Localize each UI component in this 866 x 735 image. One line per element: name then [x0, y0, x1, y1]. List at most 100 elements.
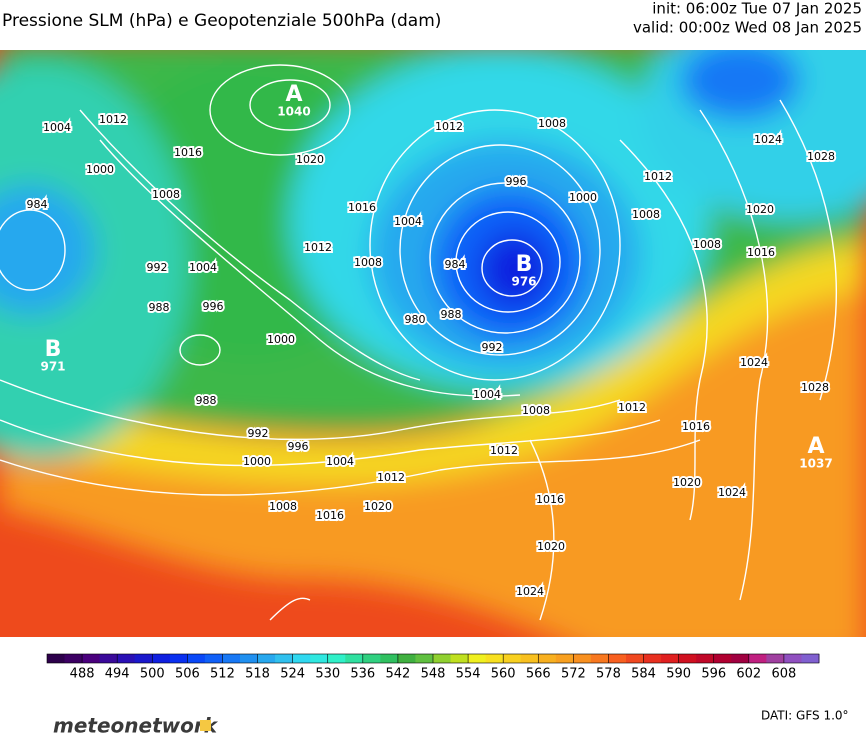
- isobar-label: 1012: [377, 471, 405, 484]
- isobar-label: 1004: [189, 261, 217, 274]
- isobar-label: 1020: [673, 476, 701, 489]
- colorbar-swatch: [275, 654, 294, 663]
- isobar-label: 988: [441, 308, 462, 321]
- colorbar-swatch: [152, 654, 171, 663]
- colorbar-swatch: [748, 654, 767, 663]
- colorbar-tick-label: 512: [210, 667, 235, 682]
- center-value: 971: [40, 360, 65, 374]
- colorbar-swatch: [783, 654, 802, 663]
- center-letter: A: [285, 82, 302, 107]
- colorbar-swatch: [573, 654, 592, 663]
- colorbar-swatch: [240, 654, 259, 663]
- colorbar-swatch: [626, 654, 645, 663]
- colorbar-swatch: [99, 654, 118, 663]
- valid-time: valid: 00:00z Wed 08 Jan 2025: [633, 19, 862, 37]
- isobar-label: 980: [405, 313, 426, 326]
- isobar-label: 996: [506, 175, 527, 188]
- isobar-label: 996: [203, 300, 224, 313]
- isobar-label: 1004: [43, 121, 71, 134]
- isobar-label: 1024: [718, 486, 746, 499]
- colorbar-swatch: [520, 654, 539, 663]
- isobar-label: 992: [482, 341, 503, 354]
- isobar-label: 1012: [644, 170, 672, 183]
- colorbar-swatch: [380, 654, 399, 663]
- colorbar-swatch: [731, 654, 750, 663]
- isobar-label: 988: [149, 301, 170, 314]
- isobar-label: 1012: [618, 401, 646, 414]
- colorbar-swatch: [433, 654, 452, 663]
- isobar-label: 1008: [632, 208, 660, 221]
- colorbar-swatch: [450, 654, 469, 663]
- isobar-label: 1004: [473, 388, 501, 401]
- colorbar-swatch: [397, 654, 416, 663]
- isobar-label: 1020: [364, 500, 392, 513]
- colorbar-tick-label: 518: [245, 667, 270, 682]
- colorbar-tick-label: 530: [315, 667, 340, 682]
- colorbar-tick-label: 584: [631, 667, 656, 682]
- isobar-label: 992: [147, 261, 168, 274]
- colorbar-swatch: [485, 654, 504, 663]
- colorbar-swatch: [222, 654, 241, 663]
- center-value: 976: [511, 275, 536, 289]
- colorbar-swatch: [187, 654, 206, 663]
- isobar-label: 996: [288, 440, 309, 453]
- isobar-label: 1024: [516, 585, 544, 598]
- colorbar-swatch: [468, 654, 487, 663]
- isobar-label: 1016: [348, 201, 376, 214]
- isobar-label: 1016: [747, 246, 775, 259]
- isobar-label: 1028: [801, 381, 829, 394]
- colorbar-swatch: [590, 654, 609, 663]
- isobar-label: 1000: [243, 455, 271, 468]
- colorbar-swatch: [415, 654, 434, 663]
- colorbar-swatch: [117, 654, 136, 663]
- colorbar-tick-label: 578: [596, 667, 621, 682]
- colorbar-swatch: [713, 654, 732, 663]
- colorbar-swatch: [555, 654, 574, 663]
- isobar-label: 992: [248, 427, 269, 440]
- colorbar-tick-label: 548: [421, 667, 446, 682]
- isobar-label: 1004: [326, 455, 354, 468]
- colorbar-swatch: [766, 654, 785, 663]
- colorbar-tick-label: 536: [350, 667, 375, 682]
- colorbar-swatch: [169, 654, 188, 663]
- isobar-label: 1000: [267, 333, 295, 346]
- title: Pressione SLM (hPa) e Geopotenziale 500h…: [2, 11, 441, 31]
- colorbar-tick-label: 590: [666, 667, 691, 682]
- map: 1004 1012 1016 1020 1000 1008 984 992 1004 988 996…: [0, 50, 866, 637]
- colorbar-swatch: [345, 654, 364, 663]
- isobar-label: 1000: [86, 163, 114, 176]
- colorbar-swatch: [678, 654, 697, 663]
- isobar-label: 1016: [174, 146, 202, 159]
- colorbar-tick-label: 572: [561, 667, 586, 682]
- colorbar-swatch: [327, 654, 346, 663]
- init-time: init: 06:00z Tue 07 Jan 2025: [652, 0, 862, 18]
- isobar-label: 1012: [490, 444, 518, 457]
- isobar-label: 1016: [682, 420, 710, 433]
- colorbar-tick-label: 494: [105, 667, 130, 682]
- isobar-label: 1008: [693, 238, 721, 251]
- isobar-label: 1008: [152, 188, 180, 201]
- colorbar-swatch: [608, 654, 627, 663]
- colorbar-tick-label: 506: [175, 667, 200, 682]
- colorbar-swatch: [64, 654, 83, 663]
- colorbar-tick-label: 566: [526, 667, 551, 682]
- colorbar-swatch: [643, 654, 662, 663]
- colorbar-tick-label: 500: [140, 667, 165, 682]
- colorbar-swatch: [503, 654, 522, 663]
- isobar-label: 1008: [269, 500, 297, 513]
- colorbar-swatch: [538, 654, 557, 663]
- isobar-label: 1024: [740, 356, 768, 369]
- colorbar-tick-label: 542: [385, 667, 410, 682]
- isobar-label: 1020: [537, 540, 565, 553]
- logo-square: [200, 720, 211, 731]
- logo: meteonetwork: [53, 714, 219, 735]
- isobar-label: 1000: [569, 191, 597, 204]
- isobar-label: 1012: [435, 120, 463, 133]
- colorbar-tick-label: 560: [491, 667, 516, 682]
- colorbar-swatch: [82, 654, 101, 663]
- isobar-label: 1008: [522, 404, 550, 417]
- colorbar-swatch: [134, 654, 153, 663]
- colorbar-swatch: [204, 654, 223, 663]
- center-value: 1037: [799, 457, 832, 471]
